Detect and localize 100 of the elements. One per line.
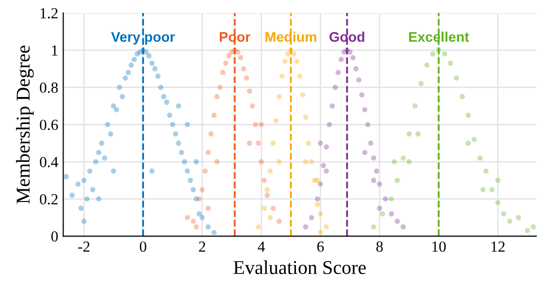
point: [84, 196, 90, 202]
y-tick-label: 0.6: [40, 120, 58, 130]
point: [78, 206, 84, 211]
point: [262, 206, 267, 211]
point: [132, 56, 137, 62]
point: [394, 218, 400, 224]
point: [172, 131, 178, 136]
point: [235, 49, 240, 55]
point: [264, 187, 270, 192]
point: [196, 196, 202, 202]
point: [149, 168, 155, 174]
point: [96, 196, 102, 202]
point: [314, 202, 320, 208]
point: [149, 60, 155, 66]
point: [155, 74, 160, 79]
point: [110, 103, 116, 109]
point: [415, 131, 421, 136]
point: [276, 159, 282, 164]
point: [184, 214, 190, 220]
x-tick-label: 2: [199, 242, 206, 252]
point: [110, 168, 116, 174]
point: [424, 62, 430, 68]
point: [194, 224, 199, 230]
point: [161, 94, 166, 100]
series-label: Excellent: [409, 32, 470, 42]
point: [365, 122, 370, 128]
point: [200, 187, 205, 192]
point: [332, 84, 338, 90]
y-tick-label: 1.2: [40, 8, 58, 18]
point: [70, 192, 75, 198]
point: [400, 155, 406, 161]
point: [314, 196, 320, 202]
point: [382, 196, 388, 202]
point: [436, 48, 442, 53]
series-label: Poor: [220, 32, 250, 42]
point: [104, 122, 110, 128]
point: [320, 162, 326, 168]
point: [530, 224, 536, 230]
point: [392, 159, 397, 164]
point: [164, 100, 170, 105]
point: [96, 150, 102, 156]
point: [371, 155, 376, 161]
point: [122, 75, 128, 81]
point: [480, 187, 486, 192]
point: [208, 131, 214, 136]
point: [353, 66, 359, 72]
point: [268, 214, 273, 220]
x-tick-label: 10: [432, 241, 446, 252]
point: [167, 112, 172, 118]
point: [362, 107, 368, 112]
point: [483, 168, 489, 174]
y-tick-label: 0.4: [40, 156, 58, 168]
point: [308, 214, 314, 220]
point: [262, 178, 267, 183]
point: [318, 230, 324, 236]
point: [268, 168, 273, 174]
point: [495, 200, 500, 206]
point: [466, 140, 471, 146]
point: [300, 92, 306, 98]
point: [223, 60, 228, 66]
point: [288, 48, 294, 53]
point: [114, 107, 120, 112]
point: [371, 178, 376, 183]
series-label: Good: [329, 32, 364, 42]
point: [371, 224, 376, 230]
point: [338, 56, 344, 62]
point: [252, 122, 258, 128]
point: [126, 70, 131, 76]
point: [418, 81, 424, 86]
point: [406, 159, 412, 164]
point: [217, 84, 223, 90]
point: [374, 168, 380, 174]
point: [240, 66, 246, 72]
point: [279, 74, 285, 79]
point: [406, 131, 412, 136]
point: [308, 159, 314, 164]
point: [362, 150, 368, 156]
point: [326, 122, 332, 128]
point: [448, 60, 454, 66]
y-tick-label: 1: [52, 45, 58, 56]
point: [356, 77, 362, 83]
point: [294, 58, 300, 64]
point: [306, 140, 312, 146]
point: [220, 70, 226, 76]
point: [90, 187, 96, 192]
point: [350, 55, 356, 60]
point: [102, 155, 108, 161]
x-tick-label: -2: [78, 242, 90, 252]
point: [184, 122, 190, 128]
point: [324, 144, 329, 150]
point: [380, 211, 386, 216]
point: [176, 103, 182, 109]
point: [256, 140, 261, 146]
x-tick-label: 0: [140, 241, 146, 252]
point: [194, 159, 199, 164]
point: [454, 75, 460, 81]
point: [368, 140, 374, 146]
point: [128, 62, 134, 68]
point: [81, 218, 87, 224]
point: [75, 181, 81, 187]
